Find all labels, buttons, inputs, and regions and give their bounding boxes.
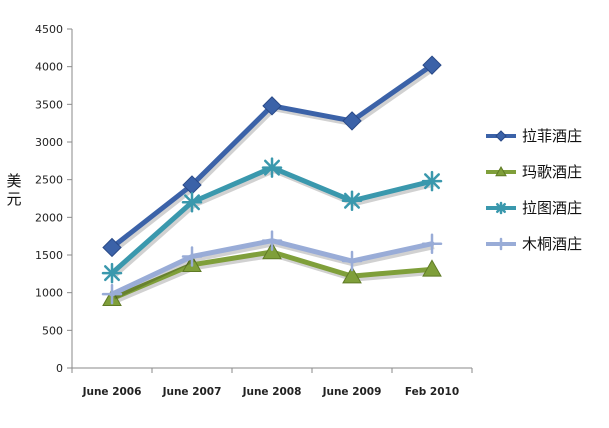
legend-label: 玛歌酒庄: [522, 163, 582, 181]
legend-item: 拉图酒庄: [486, 199, 582, 217]
data-point-plus: [341, 250, 363, 272]
x-tick-label: June 2006: [82, 386, 142, 398]
x-axis: June 2006 June 2007 June 2008 June 2009 Feb …: [71, 367, 473, 398]
data-point-diamond: [102, 237, 122, 258]
legend-item: 玛歌酒庄: [486, 163, 582, 181]
legend-label: 木桐酒庄: [522, 235, 582, 253]
data-point-triangle: [342, 266, 362, 284]
y-tick-label: 2500: [35, 174, 63, 187]
data-point-diamond: [422, 55, 442, 75]
x-tick-label: June 2007: [162, 386, 222, 398]
y-tick-label: 2000: [35, 211, 63, 224]
data-point-asterisk: [261, 157, 283, 178]
y-tick-label: 3000: [35, 136, 63, 149]
data-point-asterisk: [421, 170, 443, 192]
x-tick-label: June 2008: [242, 386, 302, 398]
data-point-asterisk: [181, 192, 203, 213]
data-point-plus: [261, 230, 283, 251]
y-tick-label: 4500: [35, 23, 63, 36]
y-axis-label: 美元: [6, 172, 21, 208]
data-point-asterisk: [341, 190, 363, 212]
legend-label: 拉图酒庄: [522, 199, 582, 217]
series-line: [101, 157, 443, 284]
series-line-shadow: [112, 168, 435, 278]
y-tick-label: 0: [56, 362, 63, 375]
series-line: [102, 241, 442, 306]
data-point-diamond: [342, 111, 362, 131]
data-point-triangle: [422, 259, 442, 277]
data-point-plus: [421, 233, 443, 254]
x-tick-label: Feb 2010: [405, 386, 459, 398]
y-tick-label: 3500: [35, 98, 63, 111]
data-point-plus: [101, 283, 123, 305]
x-tick-label: June 2009: [322, 386, 382, 398]
series-line-path: [109, 62, 435, 250]
legend-item: 拉菲酒庄: [486, 127, 582, 145]
data-point-plus: [181, 246, 203, 267]
data-point-asterisk: [101, 262, 123, 284]
y-tick-label: 4000: [35, 61, 63, 74]
data-point-diamond: [262, 96, 282, 116]
legend-label: 拉菲酒庄: [522, 127, 582, 145]
data-point-asterisk: [494, 201, 508, 215]
series-lines: [101, 55, 443, 306]
y-axis: 0 500 1000 1500 2000 2500 3000 3500 4000 4500: [35, 23, 73, 375]
data-point-triangle: [495, 165, 507, 177]
y-tick-label: 500: [42, 324, 63, 337]
data-point-plus: [494, 237, 508, 251]
y-tick-label: 1500: [35, 249, 63, 262]
y-tick-label: 1000: [35, 287, 63, 300]
legend-item: 木桐酒庄: [486, 235, 582, 253]
series-line: [101, 230, 443, 305]
data-point-diamond: [495, 130, 507, 142]
series-line: [102, 55, 442, 258]
